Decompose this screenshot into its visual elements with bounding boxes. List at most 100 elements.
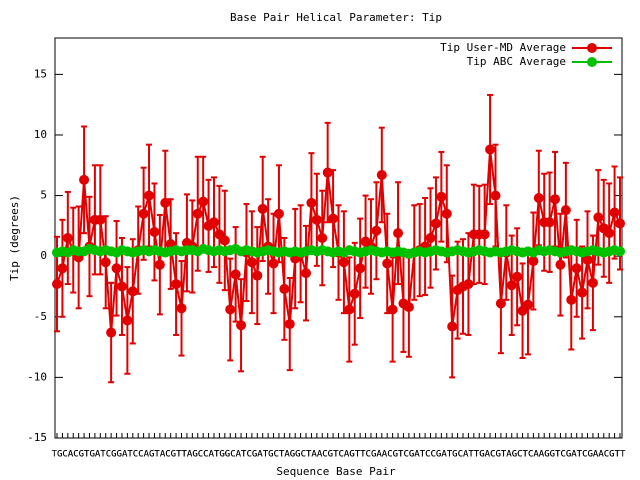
data-point — [246, 257, 257, 268]
x-tick-label: CA — [338, 450, 349, 460]
data-point — [192, 208, 203, 219]
x-tick-label: TC — [100, 450, 111, 460]
x-tick-label: CG — [73, 450, 84, 460]
y-tick-label: 15 — [34, 67, 47, 80]
data-point — [566, 294, 577, 305]
x-tick-label: AC — [317, 450, 328, 460]
x-tick-label: GT — [328, 450, 339, 460]
data-point — [138, 208, 149, 219]
data-point — [106, 327, 117, 338]
data-point — [252, 270, 263, 281]
legend-label: Tip User-MD Average — [440, 41, 566, 54]
data-point — [436, 191, 447, 202]
data-point — [506, 280, 517, 291]
x-tick-label: AG — [344, 450, 355, 460]
x-tick-label: TA — [182, 450, 193, 460]
x-tick-label: GG — [544, 450, 555, 460]
x-tick-label: GC — [295, 450, 306, 460]
x-axis-label: Sequence Base Pair — [276, 465, 396, 478]
y-tick-label: 5 — [40, 189, 47, 202]
x-tick-label: GT — [609, 450, 620, 460]
data-point — [328, 213, 339, 224]
data-point — [236, 320, 247, 331]
data-point — [52, 279, 62, 290]
data-point — [338, 257, 349, 268]
data-point — [441, 208, 452, 219]
data-point — [144, 190, 155, 201]
data-point — [463, 279, 474, 290]
data-point — [160, 197, 171, 208]
data-point — [571, 263, 582, 274]
x-tick-label: GT — [550, 450, 561, 460]
x-tick-label: GA — [588, 450, 599, 460]
x-tick-label: TT — [355, 450, 366, 460]
x-tick-label: GA — [479, 450, 490, 460]
x-tick-label: CG — [431, 450, 442, 460]
x-tick-label: CG — [246, 450, 257, 460]
data-point — [604, 228, 615, 239]
x-tick-label: CA — [138, 450, 149, 460]
x-tick-label: AG — [539, 450, 550, 460]
x-tick-label: GA — [117, 450, 128, 460]
x-tick-label: GA — [409, 450, 420, 460]
data-point — [230, 269, 241, 280]
x-tick-label: TC — [398, 450, 409, 460]
x-tick-label: CC — [425, 450, 436, 460]
x-tick-label: TA — [279, 450, 290, 460]
data-point — [512, 271, 523, 282]
x-tick-label: AT — [257, 450, 268, 460]
x-tick-label: CG — [106, 450, 117, 460]
data-point — [355, 263, 366, 274]
x-tick-label: TC — [523, 450, 534, 460]
x-tick-label: CA — [203, 450, 214, 460]
x-tick-label: GG — [219, 450, 230, 460]
x-tick-label: CG — [165, 450, 176, 460]
data-point — [403, 302, 414, 313]
x-tick-label: AA — [376, 450, 387, 460]
data-point — [79, 174, 90, 185]
data-point — [485, 144, 496, 155]
data-point — [95, 214, 106, 225]
x-tick-label: CC — [133, 450, 144, 460]
data-point — [219, 235, 230, 246]
x-tick-label: CT — [517, 450, 528, 460]
x-tick-label: AT — [122, 450, 133, 460]
x-tick-label: TG — [474, 450, 485, 460]
data-point — [306, 197, 317, 208]
y-tick-label: -15 — [27, 431, 47, 444]
y-tick-label: 10 — [34, 128, 47, 141]
x-tick-label: GA — [371, 450, 382, 460]
x-tick-label: GC — [225, 450, 236, 460]
data-point — [349, 288, 360, 299]
x-tick-label: TC — [420, 450, 431, 460]
data-point — [577, 287, 588, 298]
data-point — [560, 205, 571, 216]
data-point — [198, 196, 209, 207]
data-point — [127, 286, 138, 297]
x-tick-label: GT — [79, 450, 90, 460]
data-point — [609, 207, 620, 218]
data-point — [225, 304, 236, 315]
data-point — [447, 321, 458, 332]
x-tick-label: TG — [214, 450, 225, 460]
data-point — [582, 254, 593, 265]
x-tick-label: CG — [604, 450, 615, 460]
x-tick-label: CC — [198, 450, 209, 460]
x-tick-label: AT — [463, 450, 474, 460]
x-tick-label: TG — [263, 450, 274, 460]
x-tick-label: AT — [571, 450, 582, 460]
x-tick-label: TT — [468, 450, 479, 460]
y-tick-label: -10 — [27, 370, 47, 383]
x-tick-label: TC — [360, 450, 371, 460]
x-tick-label: CA — [230, 450, 241, 460]
x-tick-label: GA — [89, 450, 100, 460]
x-tick-label: GC — [452, 450, 463, 460]
x-tick-label: AT — [414, 450, 425, 460]
data-point — [533, 193, 544, 203]
y-axis-label: Tip (degrees) — [8, 195, 21, 281]
x-tick-label: TA — [501, 450, 512, 460]
x-tick-label: GA — [252, 450, 263, 460]
x-tick-label: TT — [176, 450, 187, 460]
x-tick-label: GG — [290, 450, 301, 460]
